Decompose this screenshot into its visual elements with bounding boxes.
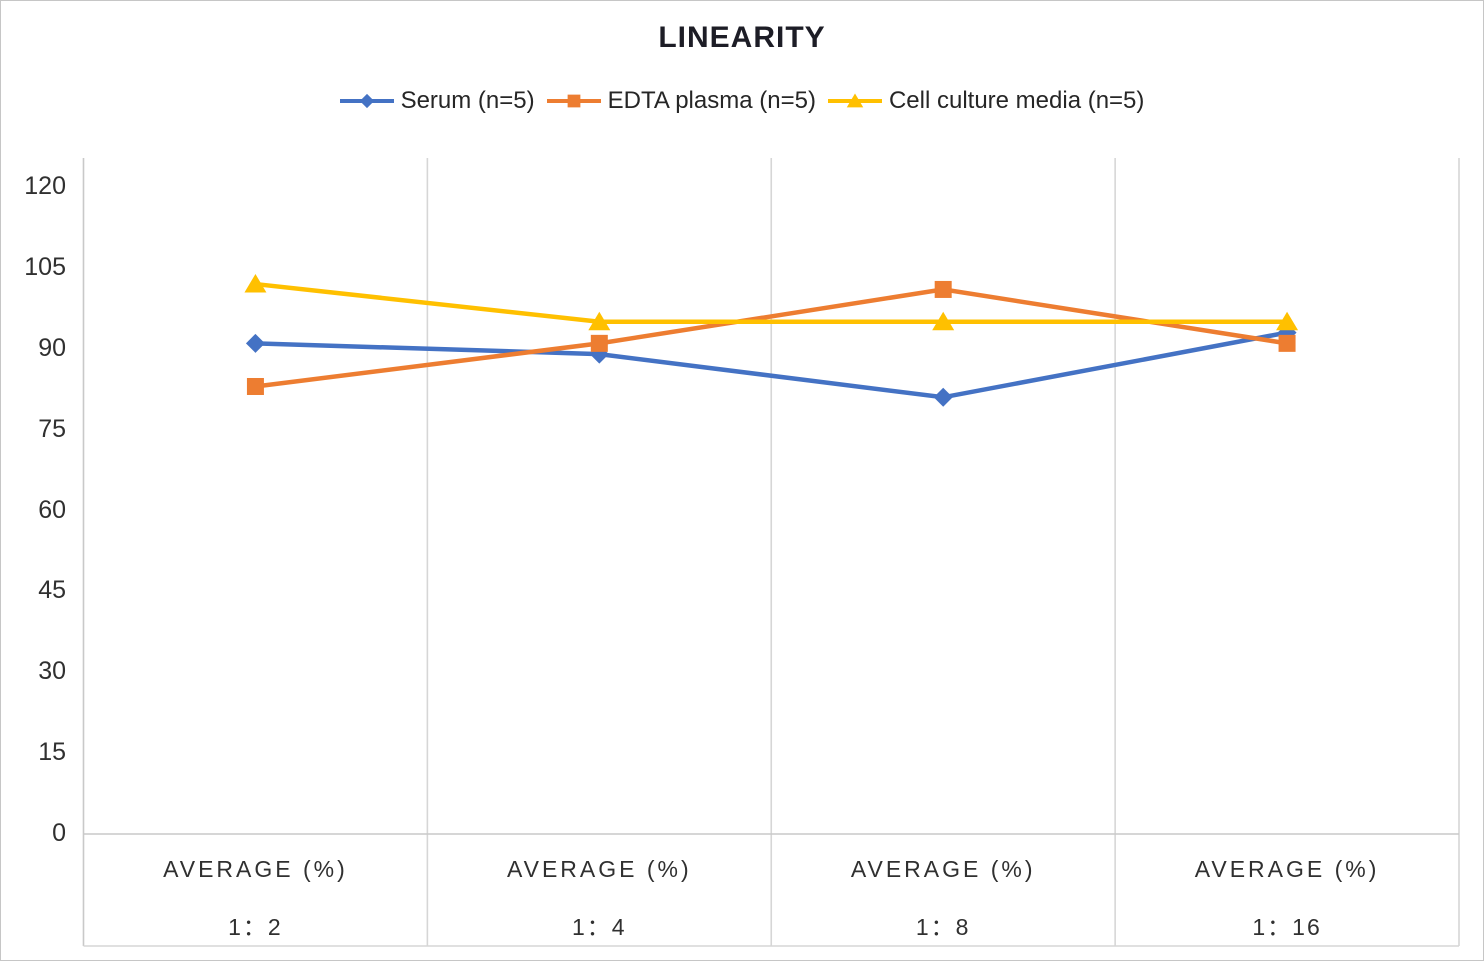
series-line-cell-culture-media-n-5: [255, 281, 1288, 325]
legend-marker-shape: [846, 93, 864, 108]
legend-label: Serum (n=5): [400, 87, 535, 114]
legend-label: Cell culture media (n=5): [888, 87, 1145, 114]
legend-marker-shape: [359, 93, 374, 109]
series-marker-cell-culture-media-n-5: [244, 274, 267, 293]
legend-marker-square-icon: [546, 94, 601, 108]
series-marker-cell-culture-media-n-5: [1276, 311, 1299, 331]
chart-title: LINEARITY: [658, 21, 826, 54]
legend-marker-shape: [567, 94, 581, 108]
chart-legend: Serum (n=5) EDTA plasma (n=5) Cell culture…: [1, 87, 1483, 115]
legend-marker-diamond-icon: [339, 93, 394, 109]
series-marker-edta-plasma-n-5: [934, 280, 952, 298]
series-line-edta-plasma-n-5: [255, 287, 1288, 389]
legend-item-serum-n-5: Serum (n=5): [339, 87, 535, 115]
series-marker-edta-plasma-n-5: [590, 334, 608, 352]
series-marker-cell-culture-media-n-5: [932, 311, 955, 331]
legend-label: EDTA plasma (n=5): [607, 87, 816, 114]
series-marker-serum-n-5: [245, 333, 265, 353]
series-marker-serum-n-5: [933, 387, 953, 407]
legend-marker-triangle-icon: [827, 93, 882, 108]
legend-item-cell-culture-media-n-5: Cell culture media (n=5): [827, 87, 1145, 115]
series-marker-edta-plasma-n-5: [246, 377, 264, 395]
legend-item-edta-plasma-n-5: EDTA plasma (n=5): [546, 87, 816, 115]
series-line-serum-n-5: [255, 330, 1288, 400]
series-marker-cell-culture-media-n-5: [588, 311, 611, 331]
series-marker-edta-plasma-n-5: [1278, 334, 1296, 352]
